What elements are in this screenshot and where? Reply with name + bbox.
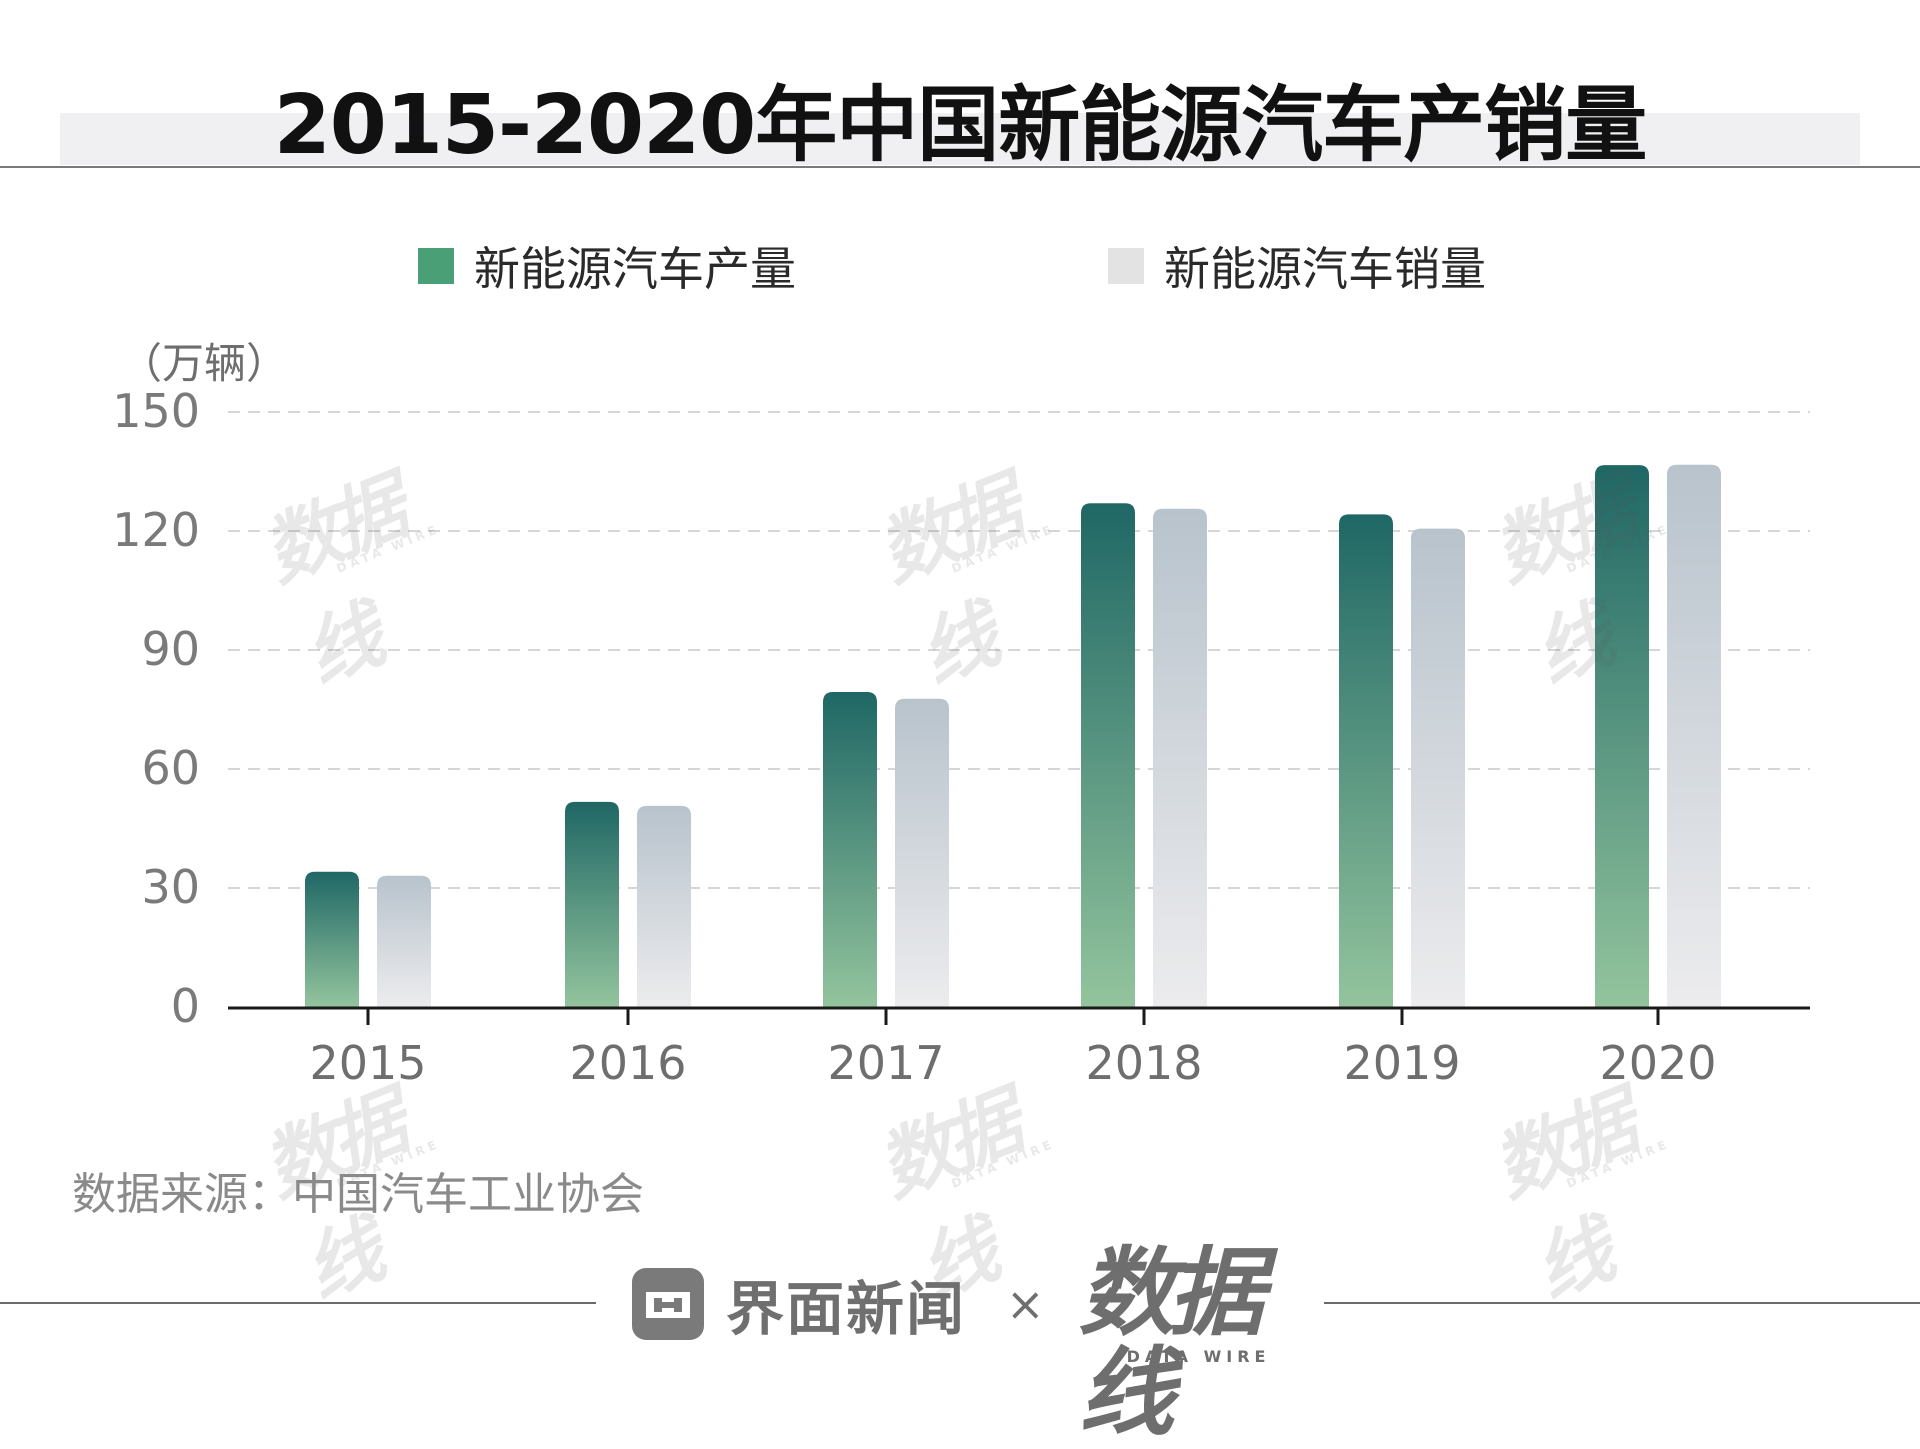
bar-production-2020: [1595, 465, 1649, 1007]
x-tick-label: 2015: [309, 1036, 426, 1090]
legend-label-production: 新能源汽车产量: [474, 242, 796, 296]
title-divider: [0, 166, 1920, 168]
bar-sales-2017: [895, 698, 949, 1007]
footer-brand: 界面新闻 × 数据线 DATA WIRE: [632, 1243, 1289, 1443]
x-tick-label: 2016: [569, 1036, 686, 1090]
x-tick-label: 2017: [827, 1036, 944, 1090]
footer-divider-right: [1324, 1302, 1920, 1304]
data-wire-logo-sub: DATA WIRE: [1126, 1347, 1271, 1366]
y-tick-label: 120: [112, 503, 200, 557]
x-tick-label: 2020: [1599, 1036, 1716, 1090]
bar-sales-2019: [1411, 528, 1465, 1007]
chart-title: 2015-2020年中国新能源汽车产销量: [273, 78, 1647, 173]
bar-production-2018: [1081, 503, 1135, 1007]
bar-production-2019: [1339, 514, 1393, 1007]
title-band: [60, 113, 1860, 165]
source-note: 数据来源：中国汽车工业协会: [72, 1169, 644, 1220]
bar-sales-2016: [637, 805, 691, 1007]
legend-swatch-sales: [1108, 248, 1144, 284]
x-tick-label: 2019: [1343, 1036, 1460, 1090]
y-tick-label: 30: [141, 860, 200, 914]
y-tick-label: 0: [171, 979, 200, 1033]
footer-brand-name: 界面新闻: [726, 1275, 967, 1343]
y-tick-label: 60: [141, 741, 200, 795]
gridlines: [228, 411, 1810, 889]
data-wire-logo: 数据线 DATA WIRE: [1079, 1243, 1289, 1443]
legend-swatch-production: [418, 248, 454, 284]
bar-sales-2018: [1153, 508, 1207, 1007]
legend-item-production: 新能源汽车产量: [418, 236, 796, 296]
footer-times-sign: ×: [1006, 1277, 1045, 1331]
jiemian-logo-icon: [632, 1268, 704, 1340]
bar-sales-2015: [377, 875, 431, 1007]
x-tick-label: 2018: [1085, 1036, 1202, 1090]
bars: [305, 464, 1721, 1007]
y-axis-unit-label: （万辆）: [120, 339, 288, 388]
bar-production-2016: [565, 801, 619, 1007]
y-tick-label: 90: [141, 622, 200, 676]
bar-production-2017: [823, 692, 877, 1007]
legend-label-sales: 新能源汽车销量: [1164, 242, 1486, 296]
legend-item-sales: 新能源汽车销量: [1108, 236, 1486, 296]
data-wire-logo-word: 数据线: [1078, 1237, 1265, 1449]
bar-sales-2020: [1667, 464, 1721, 1007]
footer-divider-left: [0, 1302, 596, 1304]
y-tick-label: 150: [112, 384, 200, 438]
axes: 0 30 60 90 120 150 2015 2016 2017 2018 2019 2020: [112, 384, 1810, 1090]
bar-production-2015: [305, 871, 359, 1007]
